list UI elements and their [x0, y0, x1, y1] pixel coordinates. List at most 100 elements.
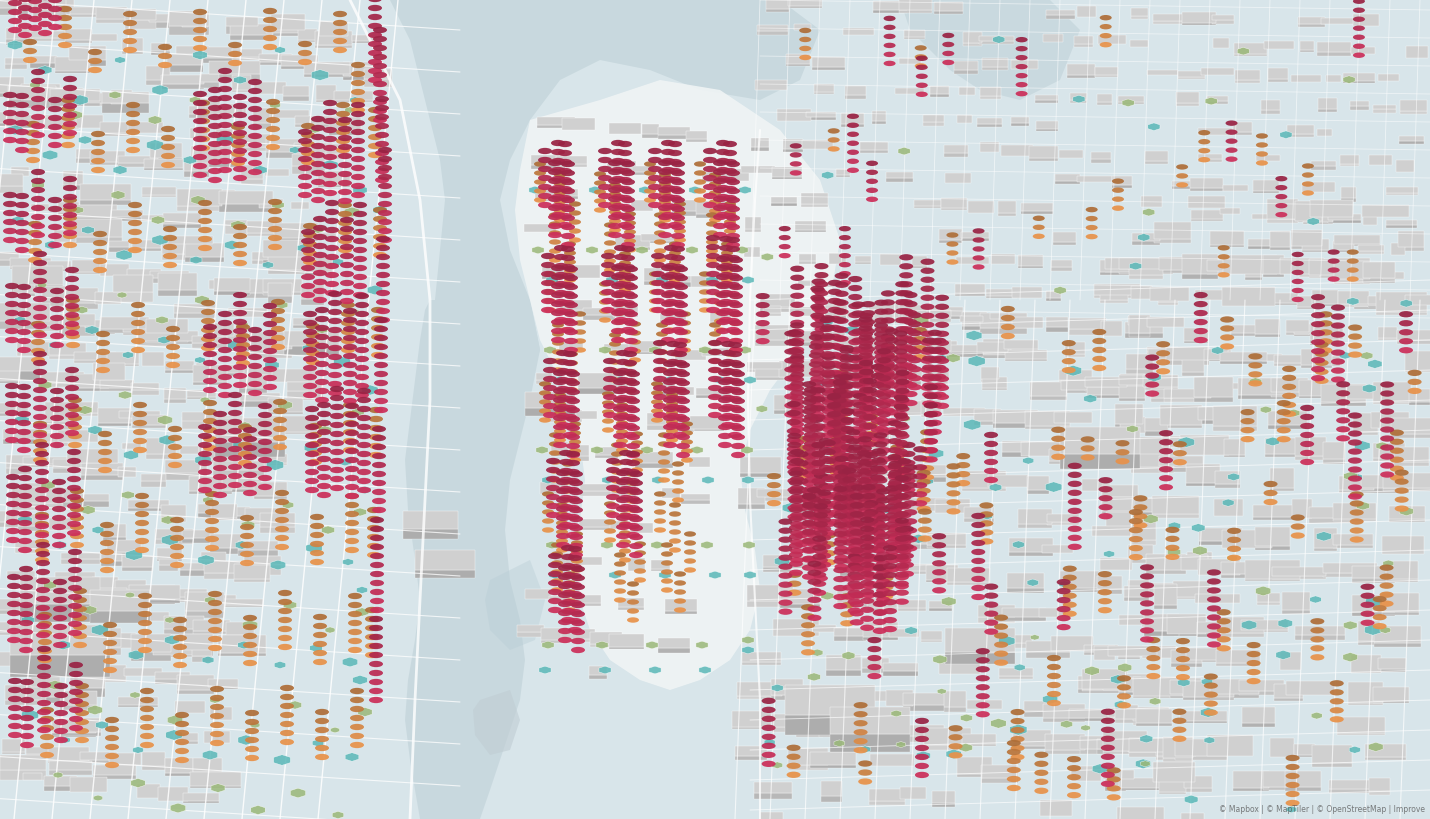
Ellipse shape	[848, 294, 862, 301]
Polygon shape	[1383, 536, 1424, 554]
Ellipse shape	[882, 626, 897, 632]
Polygon shape	[947, 354, 960, 363]
Ellipse shape	[802, 512, 817, 518]
Polygon shape	[166, 730, 182, 740]
Polygon shape	[1220, 633, 1264, 637]
Ellipse shape	[541, 253, 555, 259]
Polygon shape	[227, 309, 266, 317]
Ellipse shape	[375, 371, 388, 378]
Polygon shape	[56, 640, 70, 649]
Ellipse shape	[619, 522, 631, 527]
Polygon shape	[964, 419, 981, 430]
Ellipse shape	[69, 621, 82, 627]
Polygon shape	[1338, 476, 1374, 491]
Ellipse shape	[980, 538, 994, 545]
Ellipse shape	[898, 548, 911, 554]
Ellipse shape	[1390, 447, 1404, 454]
Polygon shape	[1120, 676, 1141, 692]
Polygon shape	[0, 123, 19, 125]
Polygon shape	[275, 224, 317, 238]
Ellipse shape	[857, 541, 871, 546]
Polygon shape	[847, 731, 881, 733]
Ellipse shape	[888, 542, 902, 548]
Polygon shape	[1317, 42, 1351, 52]
Polygon shape	[841, 113, 864, 124]
Ellipse shape	[885, 522, 899, 527]
Polygon shape	[1195, 595, 1240, 603]
Ellipse shape	[563, 351, 576, 357]
Ellipse shape	[4, 400, 19, 407]
Ellipse shape	[932, 587, 947, 594]
Ellipse shape	[874, 450, 888, 457]
Ellipse shape	[729, 284, 744, 290]
Ellipse shape	[1207, 587, 1221, 594]
Ellipse shape	[1068, 481, 1081, 487]
Ellipse shape	[546, 467, 561, 473]
Ellipse shape	[864, 461, 878, 468]
Ellipse shape	[666, 437, 678, 443]
Ellipse shape	[661, 167, 675, 173]
Ellipse shape	[815, 263, 828, 269]
Polygon shape	[696, 641, 708, 649]
Polygon shape	[0, 610, 34, 614]
Ellipse shape	[948, 725, 962, 731]
Ellipse shape	[881, 317, 895, 324]
Polygon shape	[1021, 442, 1060, 456]
Ellipse shape	[539, 418, 551, 423]
Ellipse shape	[340, 235, 355, 241]
Polygon shape	[821, 796, 842, 802]
Polygon shape	[122, 443, 140, 450]
Ellipse shape	[821, 396, 835, 402]
Ellipse shape	[315, 325, 329, 331]
Ellipse shape	[812, 314, 825, 321]
Ellipse shape	[867, 188, 878, 193]
Ellipse shape	[327, 291, 342, 297]
Ellipse shape	[563, 581, 576, 586]
Ellipse shape	[207, 618, 222, 624]
Ellipse shape	[626, 471, 638, 477]
Ellipse shape	[851, 382, 865, 389]
Ellipse shape	[611, 319, 625, 325]
Ellipse shape	[336, 120, 350, 126]
Ellipse shape	[325, 272, 339, 278]
Ellipse shape	[904, 464, 917, 470]
Polygon shape	[70, 677, 104, 687]
Ellipse shape	[834, 437, 848, 443]
Ellipse shape	[70, 533, 84, 539]
Ellipse shape	[708, 358, 722, 364]
Polygon shape	[1373, 401, 1410, 404]
Polygon shape	[869, 790, 905, 801]
Polygon shape	[1078, 690, 1118, 693]
Polygon shape	[1028, 158, 1058, 161]
Ellipse shape	[661, 274, 675, 280]
Ellipse shape	[569, 543, 583, 550]
Polygon shape	[583, 308, 615, 314]
Ellipse shape	[847, 528, 861, 535]
Ellipse shape	[839, 262, 851, 267]
Ellipse shape	[365, 643, 379, 649]
Polygon shape	[350, 97, 360, 103]
Ellipse shape	[834, 383, 848, 390]
Ellipse shape	[273, 417, 287, 423]
Polygon shape	[292, 154, 325, 166]
Ellipse shape	[709, 358, 721, 364]
Polygon shape	[1134, 499, 1165, 512]
Polygon shape	[1301, 239, 1328, 250]
Polygon shape	[1373, 459, 1406, 461]
Polygon shape	[1128, 264, 1163, 275]
Polygon shape	[177, 675, 214, 690]
Ellipse shape	[724, 387, 736, 392]
Ellipse shape	[538, 166, 552, 172]
Polygon shape	[1145, 432, 1168, 436]
Polygon shape	[672, 200, 701, 210]
Ellipse shape	[895, 590, 909, 595]
Ellipse shape	[885, 513, 899, 518]
Ellipse shape	[899, 335, 914, 342]
Ellipse shape	[373, 108, 388, 114]
Polygon shape	[998, 636, 1015, 646]
Ellipse shape	[31, 96, 44, 102]
Polygon shape	[775, 410, 812, 414]
Ellipse shape	[257, 484, 272, 490]
Polygon shape	[858, 432, 891, 449]
Polygon shape	[266, 459, 283, 470]
